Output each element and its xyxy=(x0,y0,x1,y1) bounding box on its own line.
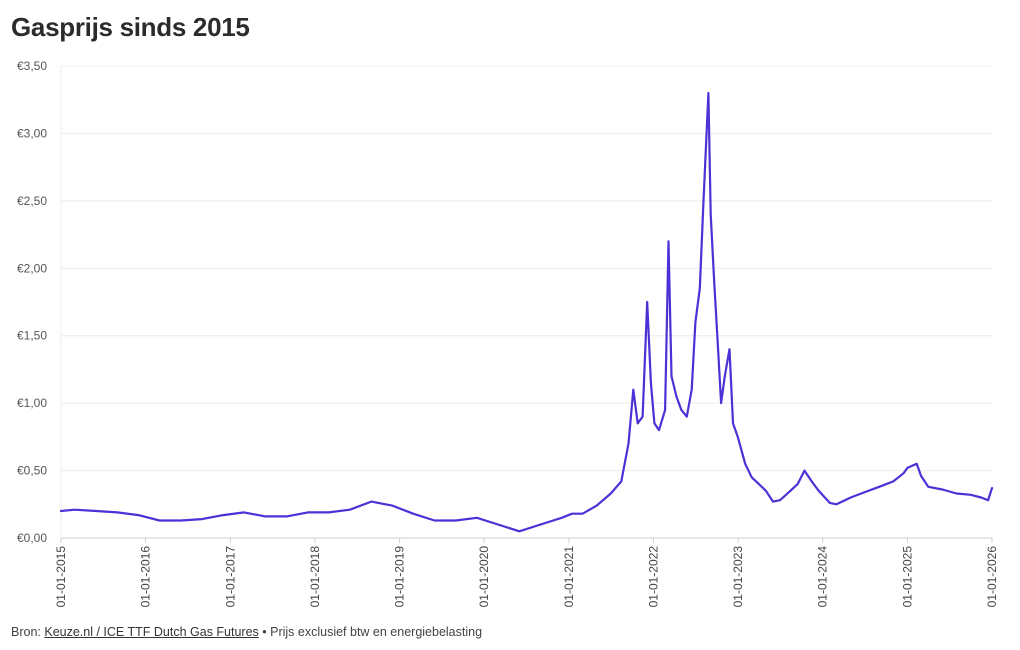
x-tick-label: 01-01-2022 xyxy=(646,546,660,608)
x-tick-label: 01-01-2017 xyxy=(223,546,237,608)
footer-prefix: Bron: xyxy=(11,625,45,639)
y-tick-label: €1,00 xyxy=(17,396,47,410)
series-group xyxy=(59,91,994,533)
x-tick-label: 01-01-2024 xyxy=(816,546,830,608)
x-tick-label: 01-01-2015 xyxy=(54,546,68,608)
x-tick-label: 01-01-2026 xyxy=(985,546,999,608)
x-tick-label: 01-01-2021 xyxy=(562,546,576,608)
source-footer: Bron: Keuze.nl / ICE TTF Dutch Gas Futur… xyxy=(11,625,482,639)
gas-price-line xyxy=(59,91,994,533)
y-tick-label: €3,00 xyxy=(17,126,47,140)
x-tick-label: 01-01-2016 xyxy=(139,546,153,608)
x-tick-label: 01-01-2019 xyxy=(393,546,407,608)
y-tick-label: €2,00 xyxy=(17,261,47,275)
x-tick-label: 01-01-2018 xyxy=(308,546,322,608)
x-tick-label: 01-01-2025 xyxy=(900,546,914,608)
source-link[interactable]: Keuze.nl / ICE TTF Dutch Gas Futures xyxy=(44,625,259,639)
line-chart: €0,00 €0,50 €1,00 €1,50 €2,00 €2,50 €3,00 €3,50… xyxy=(17,59,999,607)
y-tick-label: €0,00 xyxy=(17,531,47,545)
y-tick-label: €2,50 xyxy=(17,194,47,208)
x-tick-label: 01-01-2020 xyxy=(477,546,491,608)
grid-lines xyxy=(60,65,992,539)
footer-note: • Prijs exclusief btw en energiebelastin… xyxy=(258,625,483,639)
y-tick-label: €1,50 xyxy=(17,329,47,343)
y-tick-label: €3,50 xyxy=(17,59,47,73)
chart-title: Gasprijs sinds 2015 xyxy=(11,12,250,42)
y-tick-label: €0,50 xyxy=(17,464,47,478)
y-axis: €0,00 €0,50 €1,00 €1,50 €2,00 €2,50 €3,00 €3,50 xyxy=(17,59,47,545)
x-tick-label: 01-01-2023 xyxy=(731,546,745,608)
x-axis: 01-01-2015 01-01-2016 01-01-2017 01-01-2018… xyxy=(54,538,999,607)
